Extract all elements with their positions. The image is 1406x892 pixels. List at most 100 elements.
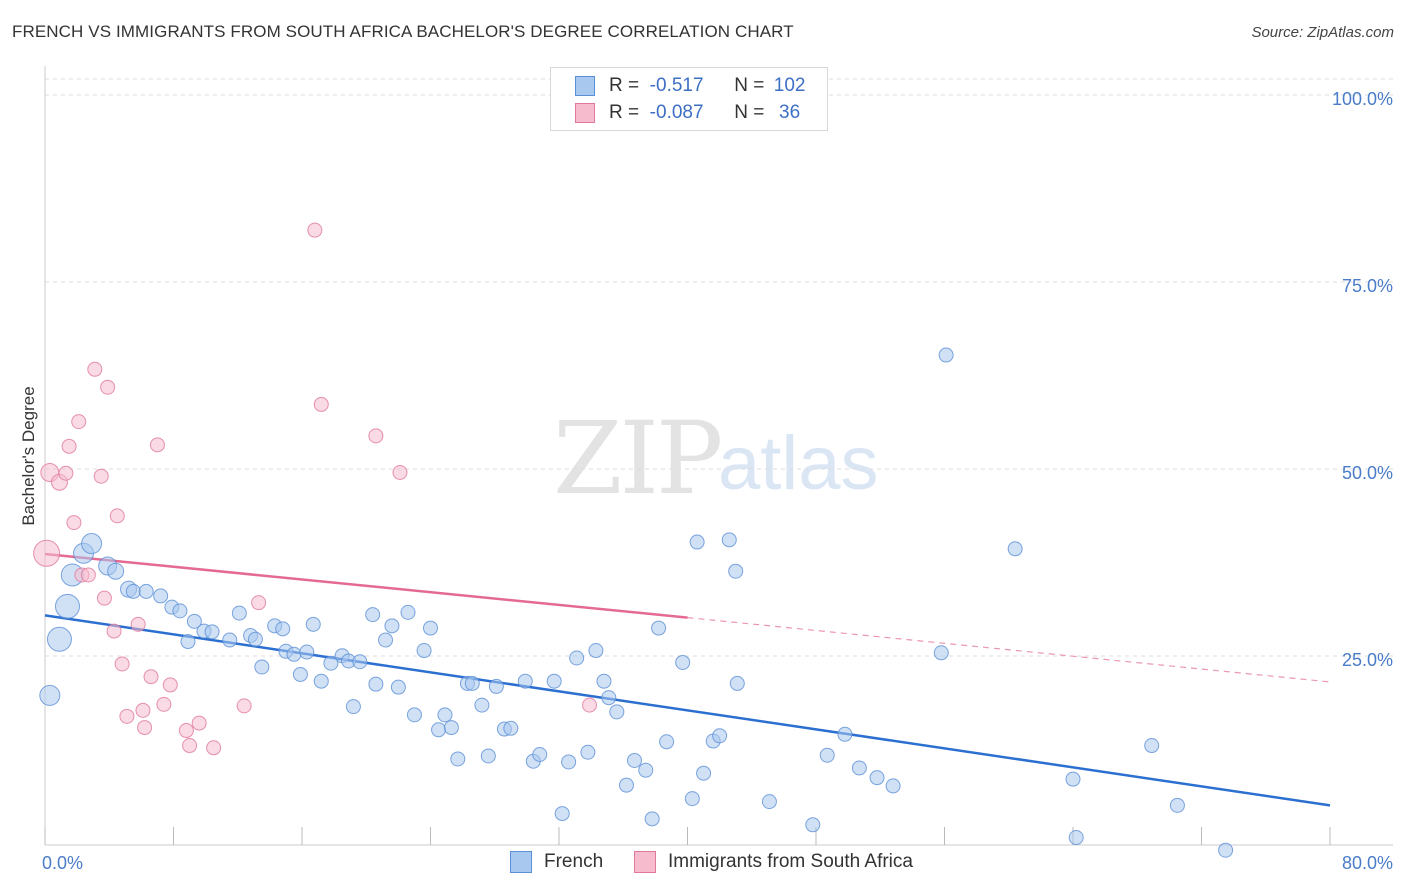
point-french [186, 613, 202, 629]
point-french [503, 720, 519, 736]
y-tick-label: 25.0% [1342, 650, 1393, 670]
point-french [222, 632, 238, 648]
point-french [437, 707, 453, 723]
point-french [618, 777, 634, 793]
legend-r-label: R = [609, 102, 640, 123]
point-french [54, 593, 80, 619]
point-french [1169, 797, 1185, 813]
point-south-africa [392, 464, 408, 480]
point-french [651, 620, 667, 636]
x-tick-label: 80.0% [1342, 853, 1393, 873]
point-french [580, 744, 596, 760]
point-french [480, 748, 496, 764]
point-french [416, 643, 432, 659]
point-south-africa [307, 222, 323, 238]
point-french [684, 791, 700, 807]
point-french [390, 679, 406, 695]
point-french [46, 626, 72, 652]
point-french [1218, 842, 1234, 858]
point-french [729, 675, 745, 691]
point-french [431, 722, 447, 738]
point-french [423, 620, 438, 636]
y-tick-label: 75.0% [1342, 276, 1393, 296]
legend-r-label: R = [609, 75, 640, 96]
point-french [406, 707, 422, 723]
source-label: Source: ZipAtlas.com [1251, 24, 1394, 41]
point-south-africa [313, 396, 329, 412]
point-french [819, 747, 835, 763]
legend-n-value: 36 [779, 102, 801, 123]
point-french [696, 765, 712, 781]
point-french [323, 655, 339, 671]
point-south-africa [191, 715, 207, 731]
y-axis-label: Bachelor's Degree [19, 386, 38, 525]
point-french [532, 746, 548, 762]
point-french [107, 562, 125, 580]
point-south-africa [368, 428, 384, 444]
point-french [450, 751, 466, 767]
point-french [204, 624, 220, 640]
point-french [596, 673, 612, 689]
point-french [1068, 830, 1084, 846]
point-french [305, 616, 321, 632]
legend-item-south-africa[interactable]: Immigrants from South Africa [634, 851, 913, 873]
point-french [601, 690, 617, 706]
point-french [869, 770, 885, 786]
point-south-africa [149, 437, 165, 453]
point-french [546, 673, 562, 689]
point-french [378, 632, 394, 648]
point-french [352, 654, 368, 670]
x-tick-label: 0.0% [42, 853, 83, 873]
point-south-africa [251, 595, 267, 611]
point-french [275, 621, 291, 637]
point-french [728, 563, 744, 579]
point-french [644, 811, 660, 827]
watermark-zip: ZIP [553, 400, 723, 517]
point-south-africa [61, 438, 77, 454]
point-south-africa [114, 656, 130, 672]
y-tick-label: 50.0% [1342, 463, 1393, 483]
point-south-africa [33, 539, 61, 567]
legend-swatch-south-africa [634, 851, 656, 873]
stats-legend: R = -0.517 N = 102 R = -0.087 N = 36 [550, 67, 828, 131]
point-south-africa [106, 623, 122, 639]
point-south-africa [143, 669, 159, 685]
point-french [1065, 771, 1081, 787]
point-south-africa [100, 379, 116, 395]
point-french [365, 607, 381, 623]
point-french [39, 684, 61, 706]
point-french [313, 673, 329, 689]
point-french [609, 704, 625, 720]
point-south-africa [96, 590, 112, 606]
point-french [474, 697, 490, 713]
point-french [254, 659, 270, 675]
point-french [561, 754, 577, 770]
point-south-africa [130, 616, 146, 632]
legend-n-label: N = [734, 102, 765, 123]
legend-swatch-french [575, 76, 595, 96]
point-south-africa [182, 738, 198, 754]
point-south-africa [80, 567, 96, 583]
legend-r-value: -0.517 [649, 75, 704, 96]
point-french [517, 673, 533, 689]
chart-title: FRENCH VS IMMIGRANTS FROM SOUTH AFRICA B… [12, 22, 794, 41]
point-french [1144, 738, 1160, 754]
trend-line-french [44, 614, 1331, 807]
point-french [368, 676, 384, 692]
point-south-africa [582, 697, 598, 713]
trend-line-south-africa [44, 552, 688, 619]
point-french [286, 646, 302, 662]
point-french [837, 726, 853, 742]
point-french [345, 699, 361, 715]
point-french [384, 618, 400, 634]
legend-item-french[interactable]: French [510, 851, 603, 873]
point-french [231, 605, 247, 621]
point-south-africa [156, 696, 172, 712]
point-french [933, 645, 949, 661]
point-south-africa [178, 723, 194, 739]
point-south-africa [109, 508, 125, 524]
trend-lines [44, 552, 1331, 807]
point-french [153, 588, 169, 604]
point-french [443, 720, 459, 736]
